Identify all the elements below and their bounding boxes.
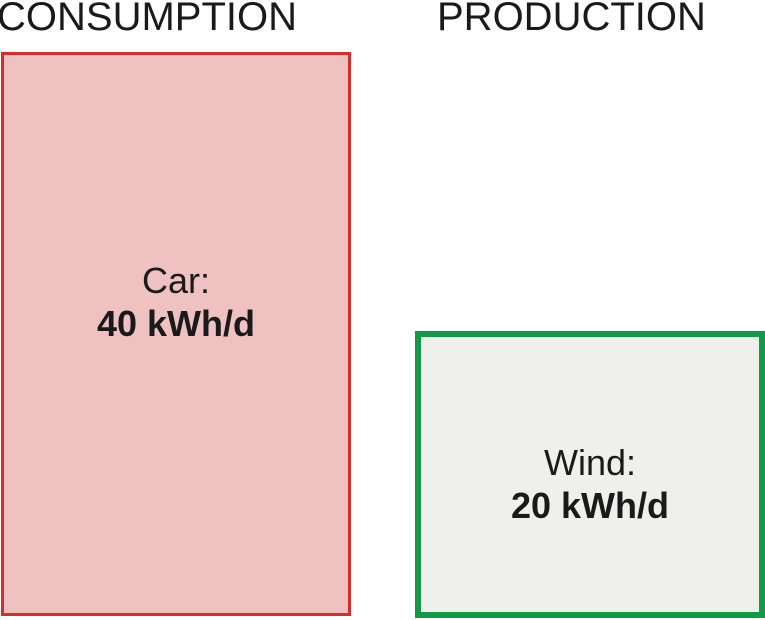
- consumption-heading: CONSUMPTION: [0, 0, 297, 39]
- wind-production-block: Wind: 20 kWh/d: [415, 331, 765, 618]
- production-heading: PRODUCTION: [437, 0, 706, 39]
- car-value: 40 kWh/d: [96, 303, 256, 344]
- car-label: Car:: [141, 260, 210, 301]
- wind-value: 20 kWh/d: [510, 484, 670, 526]
- car-consumption-block: Car: 40 kWh/d: [1, 52, 351, 616]
- wind-label: Wind:: [543, 441, 637, 483]
